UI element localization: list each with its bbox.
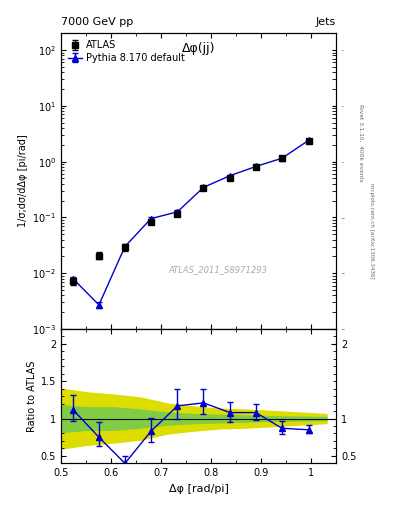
Legend: ATLAS, Pythia 8.170 default: ATLAS, Pythia 8.170 default bbox=[66, 38, 187, 65]
Text: Δφ(jj): Δφ(jj) bbox=[182, 42, 215, 55]
X-axis label: Δφ [rad/pi]: Δφ [rad/pi] bbox=[169, 484, 228, 494]
Y-axis label: 1/σ;dσ/dΔφ [pi/rad]: 1/σ;dσ/dΔφ [pi/rad] bbox=[18, 135, 28, 227]
Text: Rivet 3.1.10,  400k events: Rivet 3.1.10, 400k events bbox=[358, 104, 363, 182]
Text: 7000 GeV pp: 7000 GeV pp bbox=[61, 16, 133, 27]
Text: Jets: Jets bbox=[316, 16, 336, 27]
Y-axis label: Ratio to ATLAS: Ratio to ATLAS bbox=[26, 360, 37, 432]
Text: mcplots.cern.ch [arXiv:1306.3436]: mcplots.cern.ch [arXiv:1306.3436] bbox=[369, 183, 374, 278]
Text: ATLAS_2011_S8971293: ATLAS_2011_S8971293 bbox=[168, 265, 267, 274]
